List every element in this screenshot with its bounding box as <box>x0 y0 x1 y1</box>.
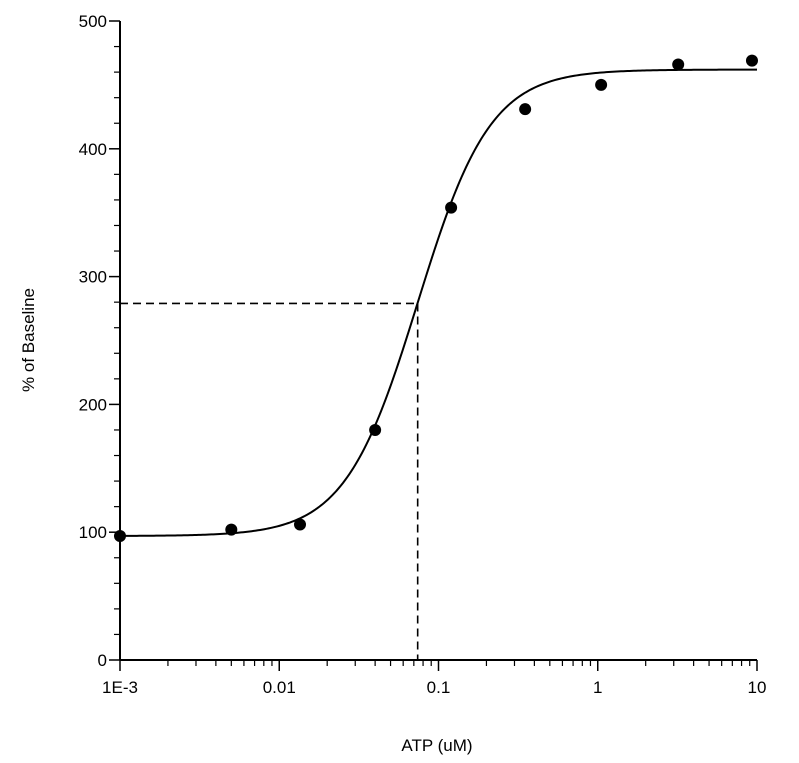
x-axis-ticks: 1E-3 0.01 0.1 1 10 <box>102 660 766 697</box>
x-tick-label: 1 <box>593 678 602 697</box>
ec50-guide-lines <box>120 302 419 660</box>
y-tick-label: 400 <box>79 140 107 159</box>
data-point <box>369 423 382 436</box>
y-tick-label: 200 <box>79 395 107 414</box>
data-point <box>595 78 608 91</box>
y-tick-label: 100 <box>79 523 107 542</box>
y-tick-label: 300 <box>79 268 107 287</box>
data-point <box>745 54 758 67</box>
x-tick-label: 0.01 <box>263 678 296 697</box>
fit-curve <box>120 68 757 537</box>
y-tick-label: 500 <box>79 12 107 31</box>
y-tick-label: 0 <box>98 651 107 670</box>
data-point <box>225 523 238 536</box>
y-axis-title: % of Baseline <box>19 288 38 392</box>
data-point <box>519 103 532 116</box>
data-points <box>114 54 758 543</box>
data-point <box>445 201 458 214</box>
data-point <box>672 58 685 71</box>
x-tick-label: 1E-3 <box>102 678 138 697</box>
x-tick-label: 10 <box>748 678 767 697</box>
y-axis-ticks: 0 100 200 300 400 500 <box>79 12 120 670</box>
data-point <box>294 518 307 531</box>
x-tick-label: 0.1 <box>427 678 451 697</box>
x-axis-title: ATP (uM) <box>401 736 472 755</box>
